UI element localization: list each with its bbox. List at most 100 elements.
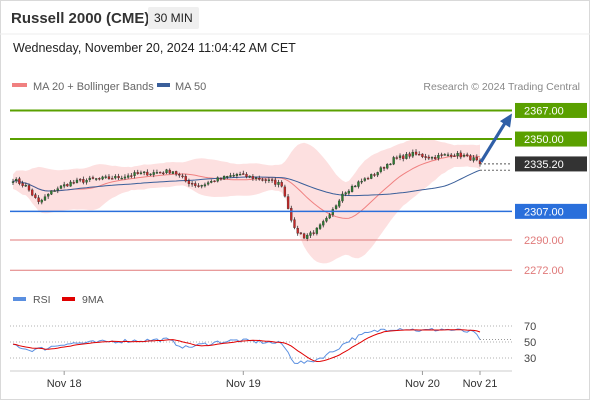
level-tag [515,131,587,147]
candle-body [347,190,350,194]
candle-body [226,176,229,178]
candle-body [104,176,107,178]
candle-body [232,174,235,177]
candle-body [72,182,75,184]
candle-body [187,180,191,184]
candle-body [277,182,280,185]
legend-9ma-label: 9MA [82,294,104,306]
candle-body [200,185,203,187]
candle-body [389,163,392,166]
candle-body [47,194,50,197]
candle-body [418,153,421,156]
candle-body [40,199,43,203]
candle-body [264,179,267,181]
rsi-line [12,327,481,365]
candle-body [146,171,149,176]
candle-body [43,196,47,201]
candle-body [91,177,95,179]
candle-body [350,186,354,192]
candle-body [197,185,200,187]
candle-body [165,169,168,174]
candle-body [472,157,475,161]
candle-body [283,186,287,197]
time-axis-labels: Nov 18 Nov 19 Nov 20 Nov 21 [47,371,498,390]
candle-body [338,200,341,207]
candle-body [238,174,242,176]
candle-body [334,205,338,209]
projection-arrow-shaft [479,120,508,163]
candle-body [386,164,389,169]
candle-body [315,227,319,234]
candle-body [424,156,427,158]
candle-body [219,178,223,180]
candle-body [274,179,277,185]
candle-body [446,154,450,156]
candle-body [127,175,130,178]
candle-body [174,171,178,175]
candle-body [322,221,325,226]
candle-body [363,178,366,181]
candle-body [325,217,328,222]
timeframe-button[interactable]: 30 MIN [148,7,199,29]
candle-body [95,178,98,180]
candle-body [50,190,53,195]
candle-body [56,188,59,191]
candle-body [312,232,315,234]
rsi-legend: RSI 9MA [13,294,104,306]
candle-body [75,179,79,183]
legend-rsi-swatch [13,297,26,301]
candle-body [210,181,213,183]
candle-body [434,157,437,160]
candle-body [66,184,69,187]
candle-body [158,172,162,174]
candle-body [136,172,139,174]
candle-body [258,177,261,180]
candle-body [88,177,91,180]
candle-body [261,179,264,181]
candle-body [79,179,82,181]
candle-body [31,189,34,196]
chart-header: Russell 2000 (CME) 30 MIN [0,0,590,34]
candle-body [98,178,101,180]
time-tick-label: Nov 21 [463,378,498,390]
legend-ma50-label: MA 50 [175,81,206,93]
candle-body [248,175,251,178]
candle-body [475,157,478,161]
candle-body [117,176,120,179]
candle-body [309,232,312,236]
candle-body [133,172,136,176]
time-tick-label: Nov 20 [405,378,440,390]
candle-body [469,155,472,161]
candle-body [318,224,322,229]
candle-body [408,153,411,157]
candle-body [213,180,216,183]
instrument-title: Russell 2000 (CME) [11,10,150,27]
candle-body [155,172,159,174]
candle-body [194,183,197,186]
candle-body [443,154,446,156]
rsi-9ma-line [12,329,481,363]
candle-body [149,173,152,176]
candle-body [162,172,165,175]
candle-body [462,154,466,157]
rsi-tick-label: 30 [524,353,536,365]
candle-body [453,155,456,157]
price-legend: MA 20 + Bollinger Bands MA 50 Research ©… [12,81,580,93]
candle-body [466,154,469,156]
candle-body [203,184,207,187]
timestamp: Wednesday, November 20, 2024 11:04:42 AM… [13,41,296,55]
candle-body [293,219,296,228]
candle-body [59,185,63,189]
candle-body [370,174,373,179]
candle-body [427,156,430,159]
candle-body [392,157,395,165]
candle-body [395,157,398,159]
candle-body [143,171,146,174]
candle-body [302,233,306,239]
current-price-tag [515,156,587,172]
candle-body [24,184,27,187]
candle-body [306,234,309,239]
candle-body [229,175,232,177]
candle-body [341,193,344,202]
